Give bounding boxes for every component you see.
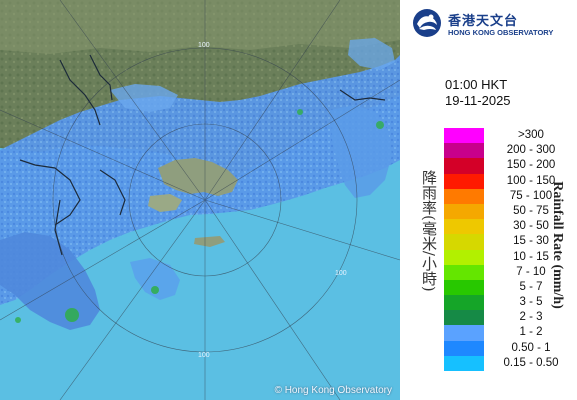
org-name-cn: 香港天文台: [448, 14, 519, 29]
legend-swatch: [444, 310, 484, 326]
rain-spot: [151, 286, 159, 294]
rain-spot: [376, 121, 384, 129]
outlying-island: [194, 236, 225, 247]
legend-row: 0.50 - 1: [444, 340, 574, 356]
rain-patch-west: [0, 232, 100, 330]
rainfall-legend: >300 200 - 300 150 - 200 100 - 150 75 - 100 5…: [444, 128, 574, 371]
rain-patch-south: [130, 258, 180, 300]
range-ring-label-north: 100: [198, 42, 210, 49]
legend-swatch: [444, 158, 484, 174]
legend-swatch: [444, 295, 484, 311]
legend-row: 7 - 10: [444, 264, 574, 280]
legend-title-en: Rainfall Rate (mm/h): [550, 181, 565, 309]
legend-row: 1 - 2: [444, 325, 574, 341]
legend-swatch: [444, 279, 484, 296]
legend-label: 5 - 7: [519, 280, 543, 293]
legend-row: 15 - 30: [444, 234, 574, 250]
legend-swatch: [444, 128, 484, 144]
legend-label: 10 - 15: [513, 250, 549, 263]
legend-swatch: [444, 340, 484, 356]
legend-label: 150 - 200: [506, 159, 556, 172]
timestamp-date: 19-11-2025: [445, 93, 511, 108]
rain-spot: [297, 109, 303, 115]
legend-swatch: [444, 188, 484, 204]
mainland-hills: [0, 0, 400, 54]
legend-swatch: [444, 203, 484, 220]
org-name-en: HONG KONG OBSERVATORY: [448, 28, 554, 37]
header-logo[interactable]: 香港天文台 HONG KONG OBSERVATORY: [412, 6, 577, 40]
legend-row: 200 - 300: [444, 143, 574, 159]
legend-label: 30 - 50: [513, 220, 549, 233]
legend-swatch: [444, 173, 484, 189]
legend-swatch: [444, 249, 484, 265]
legend-row: 3 - 5: [444, 295, 574, 311]
range-ring-label-south: 100: [198, 352, 210, 359]
rain-spot: [65, 308, 79, 322]
legend-label: 0.50 - 1: [511, 341, 551, 354]
side-panel: 香港天文台 HONG KONG OBSERVATORY 01:00 HKT 19…: [400, 0, 577, 400]
legend-row: 30 - 50: [444, 219, 574, 235]
legend-row: 75 - 100: [444, 188, 574, 204]
legend-label: 100 - 150: [506, 174, 556, 187]
legend-row: 5 - 7: [444, 279, 574, 296]
legend-label: 2 - 3: [519, 311, 543, 324]
timestamp-time: 01:00 HKT: [445, 77, 508, 92]
legend-swatch: [444, 325, 484, 341]
lantau-island: [148, 194, 182, 212]
legend-label: 3 - 5: [519, 296, 543, 309]
legend-swatch: [444, 219, 484, 235]
legend-label: 7 - 10: [516, 265, 546, 278]
range-ring-label-southeast: 100: [335, 270, 347, 277]
legend-row: 2 - 3: [444, 310, 574, 326]
coastline-lines: [19, 54, 386, 256]
legend-label: 200 - 300: [506, 144, 556, 157]
radial-lines: [0, 0, 400, 400]
legend-swatch: [444, 355, 484, 371]
legend-label: 50 - 75: [513, 204, 549, 217]
legend-label: 15 - 30: [513, 235, 549, 248]
map-copyright: © Hong Kong Observatory: [274, 385, 392, 396]
rain-patch-north: [110, 84, 178, 112]
legend-swatch: [444, 264, 484, 280]
hk-land: [158, 158, 238, 196]
legend-label: 75 - 100: [509, 189, 553, 202]
legend-row: 0.15 - 0.50: [444, 355, 574, 371]
legend-row: 100 - 150: [444, 173, 574, 189]
radar-map: 100 100 100 © Hong Kong Observatory: [0, 0, 400, 400]
legend-row: >300: [444, 128, 574, 144]
legend-title-cn: 降雨率(毫米/小時): [420, 170, 438, 292]
legend-row: 150 - 200: [444, 158, 574, 174]
legend-title-en-wrapper: Rainfall Rate (mm/h): [542, 145, 572, 345]
legend-row: 50 - 75: [444, 203, 574, 220]
legend-swatch: [444, 234, 484, 250]
hko-logo-icon: [413, 9, 441, 37]
rain-patch-east: [330, 105, 392, 198]
legend-label: 1 - 2: [519, 326, 543, 339]
legend-label: 0.15 - 0.50: [503, 356, 559, 369]
rain-patch-northeast: [348, 38, 395, 70]
radar-map-graphic: [0, 0, 400, 400]
rain-spot: [15, 317, 21, 323]
legend-row: 10 - 15: [444, 249, 574, 265]
legend-label: >300: [518, 129, 544, 141]
legend-swatch: [444, 143, 484, 159]
